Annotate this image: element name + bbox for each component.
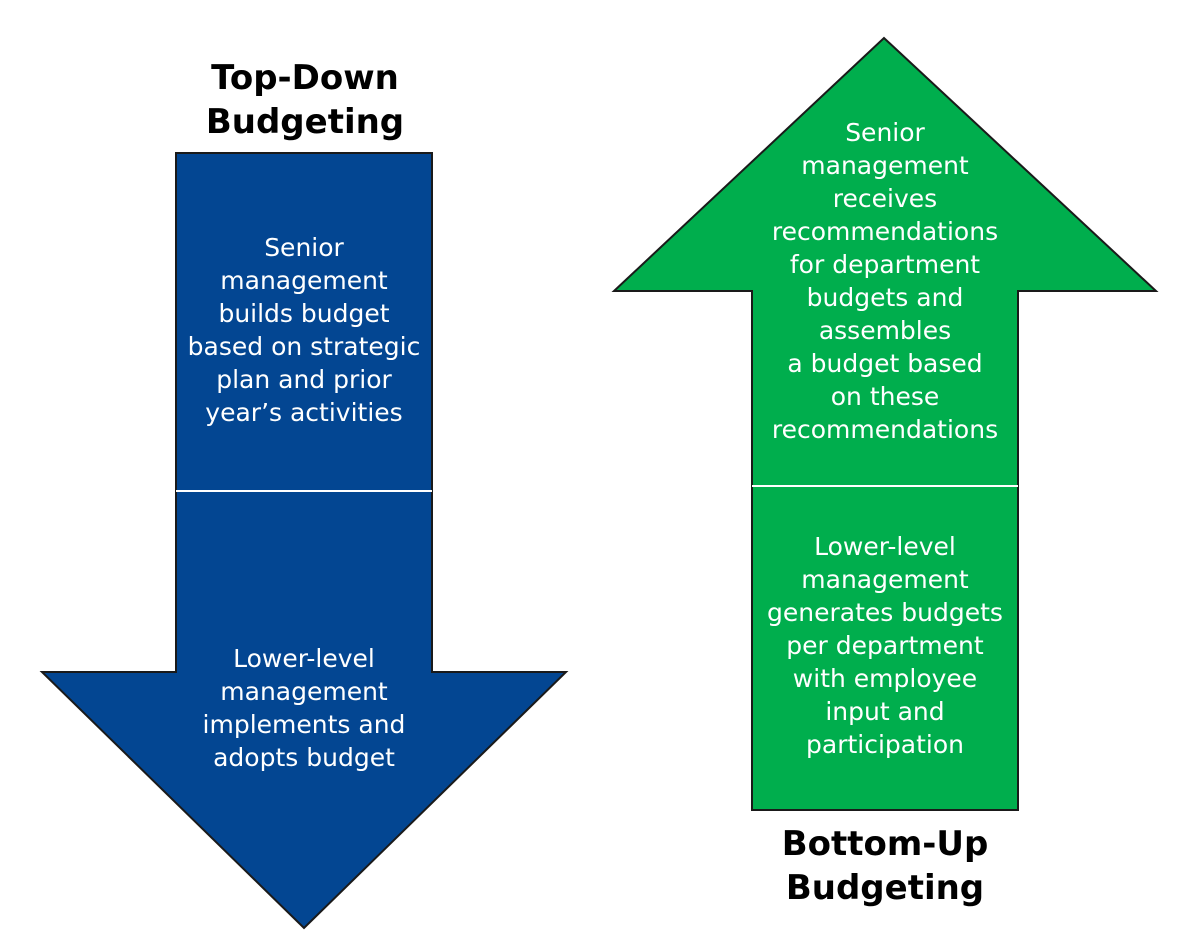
text-line: based on strategic	[187, 332, 421, 361]
top-down-title-line: Budgeting	[205, 102, 405, 142]
text-line: Senior	[845, 118, 925, 147]
text-line: Lower-level	[814, 532, 956, 561]
text-line: receives	[832, 184, 938, 213]
text-line: per department	[786, 631, 984, 660]
text-line: management	[220, 676, 388, 706]
text-line: on these	[830, 382, 940, 411]
text-line: a budget based	[787, 349, 983, 378]
text-line: Senior	[264, 233, 344, 262]
up-arrow-shape	[611, 36, 1159, 811]
top-down-lower-block: Lower-level management implements and ad…	[176, 640, 432, 775]
text-line: Lower-level	[233, 643, 375, 673]
down-arrow-shape	[39, 152, 569, 930]
text-line: implements and	[202, 709, 406, 739]
text-line: management	[801, 151, 969, 180]
text-line: input and	[825, 697, 945, 726]
bottom-up-title: Bottom-Up Budgeting	[730, 822, 1040, 910]
text-line: adopts budget	[213, 742, 395, 772]
bottom-up-title-line: Bottom-Up	[781, 824, 989, 864]
text-line: year’s activities	[205, 398, 403, 427]
top-down-title-line: Top-Down	[211, 58, 399, 98]
text-line: recommendations	[771, 217, 999, 246]
bottom-up-lower-block: Lower-level management generates budgets…	[752, 528, 1018, 763]
top-down-senior-block: Senior management builds budget based on…	[176, 230, 432, 430]
text-line: for department	[789, 250, 981, 279]
text-line: generates budgets	[767, 598, 1003, 627]
bottom-up-title-line: Budgeting	[785, 868, 985, 908]
text-line: participation	[806, 730, 964, 759]
text-line: with employee	[792, 664, 978, 693]
text-line: assembles	[818, 316, 952, 345]
text-line: builds budget	[218, 299, 390, 328]
top-down-title: Top-Down Budgeting	[150, 56, 460, 144]
text-line: plan and prior	[216, 365, 392, 394]
text-line: budgets and	[806, 283, 964, 312]
text-line: management	[801, 565, 969, 594]
text-line: management	[220, 266, 388, 295]
text-line: recommendations	[771, 415, 999, 444]
bottom-up-senior-block: Senior management receives recommendatio…	[752, 116, 1018, 446]
